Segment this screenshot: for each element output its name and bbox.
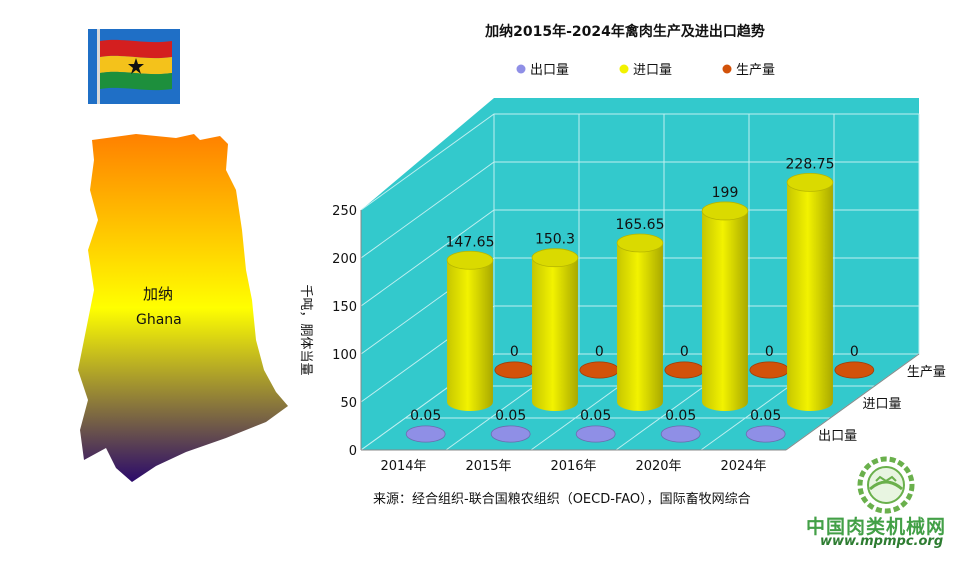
data-label: 0 bbox=[595, 344, 604, 360]
watermark-logo bbox=[857, 456, 915, 514]
bar bbox=[532, 248, 578, 411]
data-label: 0.05 bbox=[750, 408, 781, 424]
bar bbox=[664, 361, 705, 379]
data-label: 0.05 bbox=[665, 408, 696, 424]
y-tick-label: 0 bbox=[349, 444, 357, 459]
legend-item: 生产量 bbox=[722, 63, 775, 78]
series-3: 0 0 0 0 0 bbox=[494, 344, 875, 379]
bar-top bbox=[616, 233, 664, 253]
x-tick-label: 2015年 bbox=[465, 459, 511, 474]
bar bbox=[405, 425, 446, 443]
data-label: 199 bbox=[712, 185, 739, 201]
y-tick-label: 150 bbox=[332, 300, 357, 315]
depth-label: 出口量 bbox=[818, 429, 857, 444]
data-label: 0 bbox=[680, 344, 689, 360]
data-label: 0.05 bbox=[410, 408, 441, 424]
bar bbox=[702, 201, 748, 411]
y-tick-label: 200 bbox=[332, 252, 357, 267]
map-label-en: Ghana bbox=[136, 312, 182, 328]
bar bbox=[660, 425, 701, 443]
data-label: 228.75 bbox=[786, 156, 835, 172]
bar bbox=[745, 425, 786, 443]
depth-label: 进口量 bbox=[863, 397, 902, 412]
x-tick-label: 2024年 bbox=[720, 459, 766, 474]
data-label: 0.05 bbox=[580, 408, 611, 424]
source-note: 来源：经合组织-联合国粮农组织（OECD-FAO），国际畜牧网综合 bbox=[373, 492, 751, 507]
x-tick-label: 2020年 bbox=[635, 459, 681, 474]
x-tick-label: 2016年 bbox=[550, 459, 596, 474]
bar-top bbox=[786, 172, 834, 192]
legend-swatch bbox=[619, 64, 629, 74]
bar bbox=[579, 361, 620, 379]
legend-item: 出口量 bbox=[516, 63, 569, 78]
legend-swatch bbox=[722, 64, 732, 74]
legend-label: 出口量 bbox=[530, 63, 569, 78]
bar bbox=[749, 361, 790, 379]
depth-label: 生产量 bbox=[907, 365, 946, 380]
bar-top bbox=[701, 201, 749, 221]
watermark-url: www.mpmpc.org bbox=[820, 534, 944, 549]
chart-legend: 出口量 进口量 生产量 bbox=[516, 63, 775, 78]
bar bbox=[490, 425, 531, 443]
x-tick-label: 2014年 bbox=[380, 459, 426, 474]
data-label: 0 bbox=[850, 344, 859, 360]
legend-swatch bbox=[516, 64, 526, 74]
bar bbox=[617, 233, 663, 411]
legend-label: 进口量 bbox=[633, 63, 672, 78]
bar bbox=[787, 173, 833, 411]
y-tick-label: 250 bbox=[332, 204, 357, 219]
axes: 0 50 100 150 200 250 2014年 2015年 2016年 2020年 2024年… bbox=[332, 204, 946, 474]
series-1: 0.05 0.05 0.05 0.05 0.05 bbox=[405, 408, 786, 443]
data-label: 0 bbox=[765, 344, 774, 360]
bar bbox=[575, 425, 616, 443]
data-label: 0 bbox=[510, 344, 519, 360]
bar-top bbox=[531, 248, 579, 268]
ghana-map bbox=[78, 134, 288, 482]
data-label: 147.65 bbox=[446, 234, 495, 250]
bar bbox=[447, 251, 493, 411]
bar-top bbox=[446, 250, 494, 270]
map-label-cn: 加纳 bbox=[143, 285, 174, 303]
data-label: 165.65 bbox=[616, 217, 665, 233]
depth-axis-line bbox=[785, 353, 920, 451]
chart-title: 加纳2015年-2024年禽肉生产及进出口趋势 bbox=[484, 23, 765, 40]
legend-item: 进口量 bbox=[619, 63, 672, 78]
data-label: 150.3 bbox=[535, 232, 575, 248]
bar bbox=[834, 361, 875, 379]
watermark-name: 中国肉类机械网 bbox=[806, 516, 947, 538]
series-2: 147.65 150.3 165.65 199 228.75 bbox=[446, 156, 835, 411]
ghana-flag bbox=[88, 29, 180, 104]
data-label: 0.05 bbox=[495, 408, 526, 424]
legend-label: 生产量 bbox=[736, 63, 775, 78]
y-tick-label: 100 bbox=[332, 348, 357, 363]
bar bbox=[494, 361, 535, 379]
y-axis-label: 千吨，胴体当量 bbox=[298, 284, 313, 375]
y-tick-label: 50 bbox=[340, 396, 357, 411]
